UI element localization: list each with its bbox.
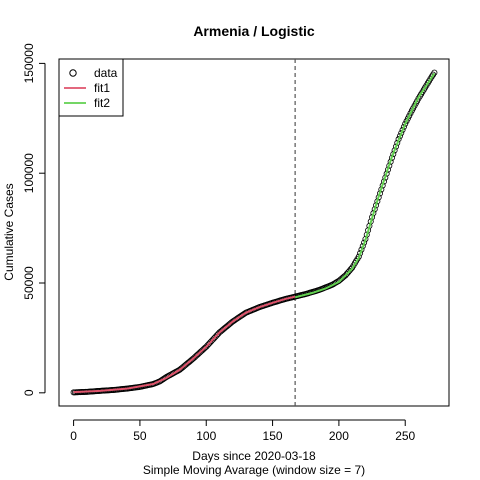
y-tick-label: 100000: [22, 153, 36, 193]
y-tick-label: 0: [22, 389, 36, 396]
x-tick-label: 50: [133, 429, 147, 443]
x-tick-label: 150: [263, 429, 283, 443]
x-axis-label: Days since 2020-03-18: [192, 449, 316, 463]
chart-title: Armenia / Logistic: [193, 23, 315, 39]
y-axis-label: Cumulative Cases: [2, 183, 16, 280]
y-tick-label: 150000: [22, 43, 36, 83]
x-tick-label: 0: [70, 429, 77, 443]
plot-frame: [58, 58, 450, 407]
x-axis-sublabel: Simple Moving Avarage (window size = 7): [143, 463, 365, 477]
x-tick-label: 100: [196, 429, 216, 443]
fit1-line: [73, 295, 296, 394]
y-tick-label: 50000: [22, 266, 36, 300]
data-point: [431, 69, 438, 76]
legend-data-marker: [69, 69, 77, 77]
x-tick-label: 250: [395, 429, 415, 443]
x-tick-label: 200: [329, 429, 349, 443]
legend-fit1-label: fit1: [94, 81, 110, 95]
legend-fit2-label: fit2: [94, 96, 110, 110]
legend-data-label: data: [94, 66, 118, 80]
fit2-line: [294, 72, 436, 299]
